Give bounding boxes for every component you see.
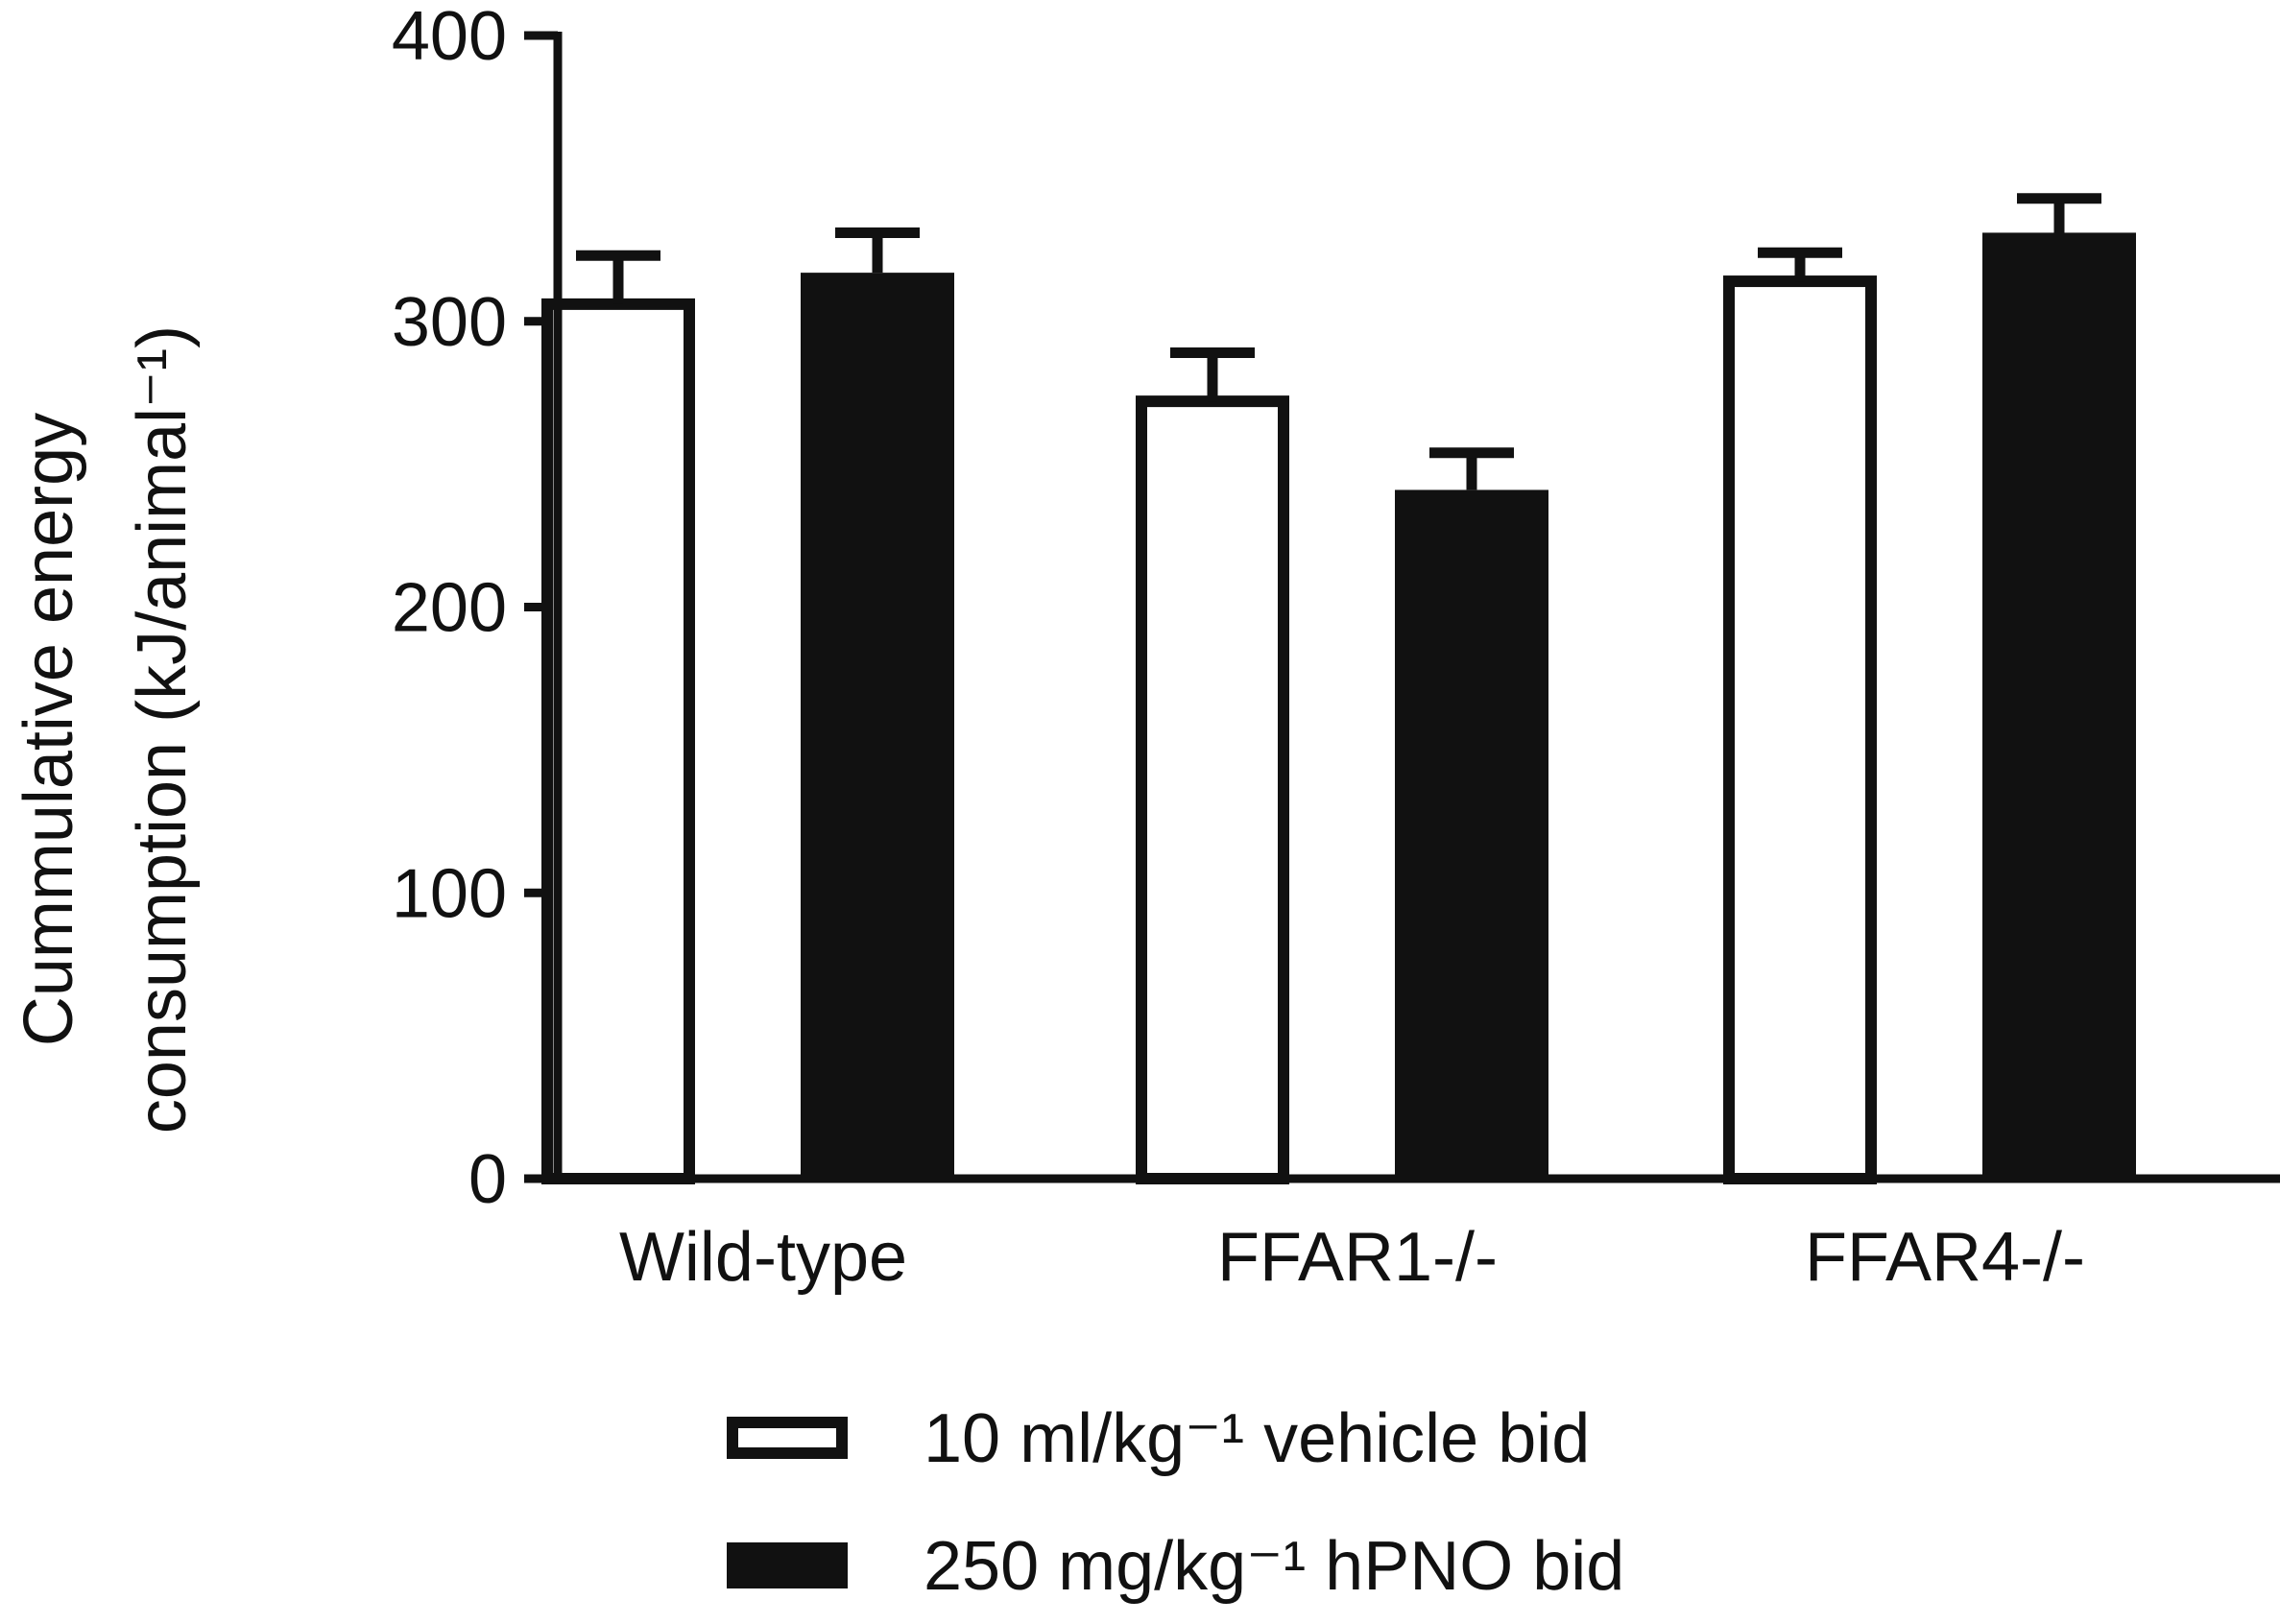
y-axis-label-group: Cummulative energy consumption (kJ/anima… (11, 325, 201, 1134)
legend-label-hpno: 250 mg/kg⁻¹ hPNO bid (924, 1528, 1624, 1605)
bar-hpno (801, 273, 954, 1179)
x-tick-label: FFAR1-/- (1217, 1219, 1498, 1296)
y-axis-label-line-2: consumption (kJ/animal⁻¹) (124, 325, 201, 1134)
legend-swatch-vehicle (727, 1417, 848, 1459)
bar-vehicle (1723, 275, 1877, 1184)
y-tick-label: 0 (468, 1141, 507, 1218)
bar-hpno (1982, 232, 2136, 1179)
axes (524, 32, 2280, 1183)
y-tick-label: 300 (392, 284, 507, 361)
bar-vehicle (541, 298, 695, 1184)
bars (541, 193, 2136, 1184)
legend-swatch-hpno (727, 1542, 848, 1588)
x-tick-label: FFAR4-/- (1805, 1219, 2085, 1296)
bar-vehicle (1136, 395, 1289, 1184)
y-tick-label: 400 (392, 0, 507, 75)
y-tick-label: 200 (392, 570, 507, 647)
legend-label-vehicle: 10 ml/kg⁻¹ vehicle bid (924, 1400, 1590, 1477)
bar-hpno (1395, 490, 1548, 1179)
y-axis-label-line-1: Cummulative energy (11, 413, 87, 1046)
legend: 10 ml/kg⁻¹ vehicle bid 250 mg/kg⁻¹ hPNO b… (727, 1400, 1624, 1605)
y-axis-ticks: 0 100 200 300 400 (392, 0, 558, 1218)
x-axis-tick-labels: Wild-type FFAR1-/- FFAR4-/- (619, 1219, 2085, 1296)
x-tick-label: Wild-type (619, 1219, 907, 1296)
y-tick-label: 100 (392, 855, 507, 932)
